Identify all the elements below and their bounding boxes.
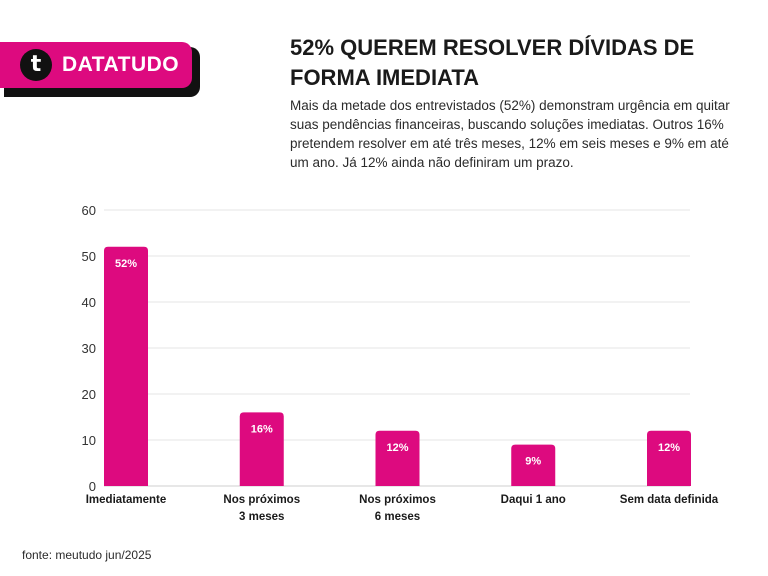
x-tick-label: Sem data definida: [620, 494, 719, 506]
bar: [104, 246, 148, 486]
y-tick-label: 40: [82, 295, 96, 310]
data-label: 12%: [658, 442, 680, 454]
y-tick-label: 10: [82, 433, 96, 448]
data-label: 9%: [525, 456, 541, 468]
y-tick-label: 0: [89, 479, 96, 494]
bar: [647, 430, 691, 486]
x-tick-label: Imediatamente: [86, 494, 167, 506]
x-tick-label: 6 meses: [375, 511, 420, 523]
source-note: fonte: meutudo jun/2025: [22, 548, 152, 562]
brand-badge: t DATATUDO: [0, 42, 200, 97]
x-axis: Imediatamente Nos próximos 3 meses Nos próx…: [86, 494, 719, 523]
x-tick-label: Daqui 1 ano: [501, 494, 566, 506]
data-label: 52%: [115, 258, 137, 270]
page-subtitle: Mais da metade dos entrevistados (52%) d…: [290, 98, 730, 170]
bar: [375, 430, 420, 486]
y-tick-label: 50: [82, 249, 96, 264]
y-tick-label: 20: [82, 387, 96, 402]
page-title: 52% QUEREM RESOLVER DÍVIDAS DE FORMA IME…: [290, 35, 695, 90]
x-tick-label: 3 meses: [239, 511, 284, 523]
chart-bars: 52% 16% 12% 9% 12%: [104, 246, 691, 486]
y-axis: 0 10 20 30 40 50 60: [82, 203, 96, 494]
data-label: 12%: [386, 442, 408, 454]
data-label: 16%: [251, 423, 273, 435]
bar: [239, 412, 284, 486]
brand-badge-box: t DATATUDO: [0, 42, 192, 88]
y-tick-label: 60: [82, 203, 96, 218]
bar: [511, 444, 556, 486]
brand-logo-icon: t: [20, 49, 52, 81]
x-tick-label: Nos próximos: [359, 494, 436, 506]
bar-chart: 0 10 20 30 40 50 60 52% 16% 12% 9% 12% Imediatamen…: [82, 203, 719, 523]
x-tick-label: Nos próximos: [223, 494, 300, 506]
y-tick-label: 30: [82, 341, 96, 356]
brand-name: DATATUDO: [62, 53, 180, 76]
